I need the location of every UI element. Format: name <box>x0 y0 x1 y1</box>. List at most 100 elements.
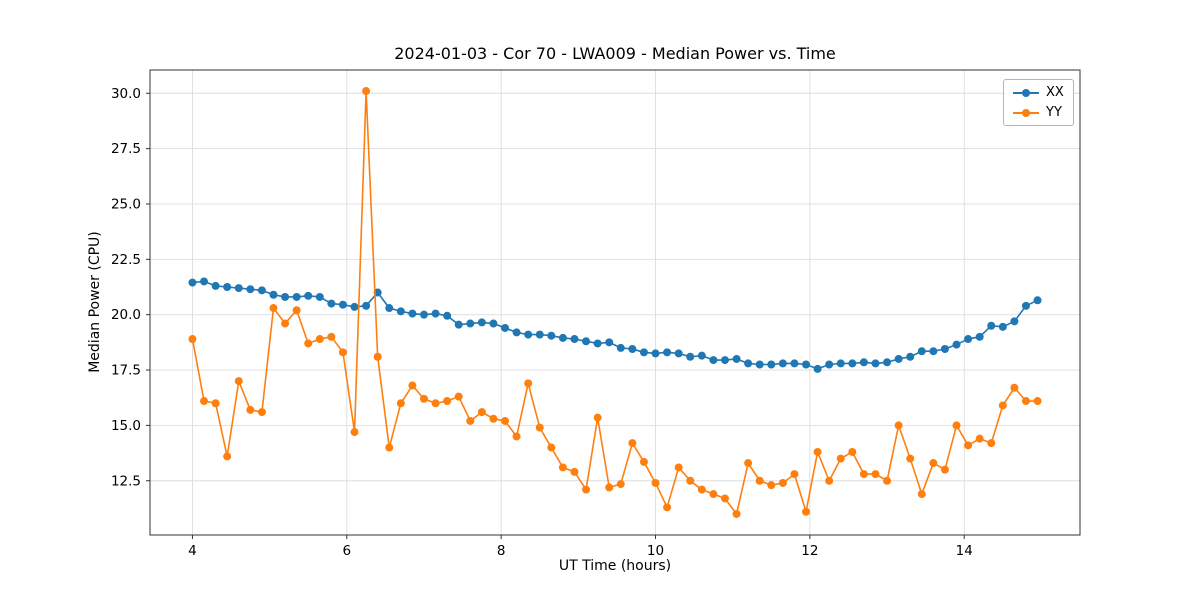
series-xx-marker <box>350 302 359 311</box>
series-yy-marker <box>443 397 452 406</box>
series-yy-marker <box>940 465 949 474</box>
series-xx-marker <box>200 277 209 286</box>
series-yy-marker <box>802 507 811 516</box>
series-xx-marker <box>952 340 961 349</box>
series-yy-marker <box>929 459 938 468</box>
series-xx-marker <box>674 349 683 358</box>
series-yy-marker <box>616 480 625 489</box>
series-xx-marker <box>917 347 926 356</box>
series-xx-marker <box>431 309 440 318</box>
series-xx-marker <box>697 351 706 360</box>
series-yy-marker <box>535 423 544 432</box>
series-yy-marker <box>894 421 903 430</box>
series-yy-marker <box>697 485 706 494</box>
series-xx-marker <box>385 304 394 313</box>
series-xx-marker <box>894 354 903 363</box>
x-tick-label: 14 <box>956 543 973 559</box>
series-yy-marker <box>269 304 278 313</box>
series-yy-marker <box>385 443 394 452</box>
y-tick-label: 12.5 <box>111 473 141 489</box>
series-yy-marker <box>964 441 973 450</box>
series-yy-marker <box>419 394 428 403</box>
series-yy-marker <box>686 476 695 485</box>
y-tick-label: 30.0 <box>111 86 141 102</box>
series-yy-marker <box>327 332 336 341</box>
series-yy-marker <box>466 416 475 425</box>
series-xx-marker <box>998 322 1007 331</box>
series-xx-marker <box>709 356 718 365</box>
series-yy-marker <box>1033 397 1042 406</box>
x-tick-label: 12 <box>801 543 818 559</box>
x-tick-label: 6 <box>343 543 352 559</box>
series-yy-marker <box>304 339 313 348</box>
series-yy-marker <box>582 485 591 494</box>
yy-line-swatch <box>1013 108 1039 117</box>
series-xx-marker <box>501 323 510 332</box>
series-xx-marker <box>686 352 695 361</box>
series-xx-marker <box>593 339 602 348</box>
series-xx-marker <box>940 345 949 353</box>
chart-title: 2024-01-03 - Cor 70 - LWA009 - Median Po… <box>394 44 836 63</box>
series-yy-marker <box>755 476 764 485</box>
series-xx-marker <box>582 337 591 346</box>
series-xx-marker <box>883 358 892 367</box>
series-yy-marker <box>744 459 753 468</box>
series-yy-marker <box>524 379 533 388</box>
series-yy-marker <box>211 399 220 408</box>
series-yy-marker <box>917 490 926 499</box>
series-xx-marker <box>188 278 197 287</box>
series-yy-marker <box>338 348 347 357</box>
series-yy-marker <box>292 306 301 315</box>
series-xx-marker <box>223 283 232 291</box>
series-xx-marker <box>315 292 324 301</box>
series-xx-marker <box>663 348 672 357</box>
x-tick-label: 4 <box>188 543 197 559</box>
series-xx-marker <box>443 311 452 320</box>
series-xx-marker <box>906 352 915 361</box>
series-xx-marker <box>269 290 278 299</box>
y-tick-label: 22.5 <box>111 252 141 268</box>
series-xx-marker <box>651 349 660 358</box>
series-xx-marker <box>929 347 938 356</box>
series-xx-marker <box>396 307 405 316</box>
series-xx-marker <box>570 335 579 344</box>
series-yy-marker <box>234 377 243 386</box>
series-xx-marker <box>246 285 255 294</box>
series-yy-marker <box>859 470 868 479</box>
series-xx-marker <box>825 360 834 369</box>
series-xx-marker <box>419 310 428 319</box>
series-xx-marker <box>408 309 417 318</box>
series-xx-marker <box>524 330 533 339</box>
series-xx-marker <box>1033 296 1042 305</box>
y-tick-label: 20.0 <box>111 307 141 323</box>
series-xx-marker <box>802 360 811 369</box>
series-xx-marker <box>547 331 556 340</box>
legend-label-yy: YY <box>1046 105 1062 120</box>
legend-label-xx: XX <box>1046 85 1064 100</box>
series-xx-marker <box>1021 301 1030 310</box>
series-xx-marker <box>987 321 996 330</box>
series-yy-marker <box>813 447 822 456</box>
series-xx-marker <box>755 360 764 369</box>
series-yy-marker <box>767 481 776 490</box>
series-xx-marker <box>975 332 984 341</box>
series-yy-marker <box>778 478 787 487</box>
series-yy-marker <box>246 405 255 414</box>
series-yy-marker <box>281 319 290 328</box>
series-xx-marker <box>616 343 625 352</box>
series-yy-marker <box>825 476 834 485</box>
series-yy-marker <box>396 399 405 408</box>
series-yy-marker <box>952 421 961 430</box>
series-yy-marker <box>790 470 799 479</box>
series-xx-marker <box>732 354 741 363</box>
series-xx-marker <box>871 359 880 368</box>
series-xx-marker <box>257 286 266 295</box>
series-yy-marker <box>431 399 440 408</box>
series-xx-marker <box>1010 317 1019 326</box>
series-yy-marker <box>871 470 880 479</box>
series-yy-marker <box>836 454 845 463</box>
series-xx-marker <box>466 319 475 328</box>
y-tick-label: 27.5 <box>111 141 141 157</box>
series-yy-marker <box>547 443 556 452</box>
